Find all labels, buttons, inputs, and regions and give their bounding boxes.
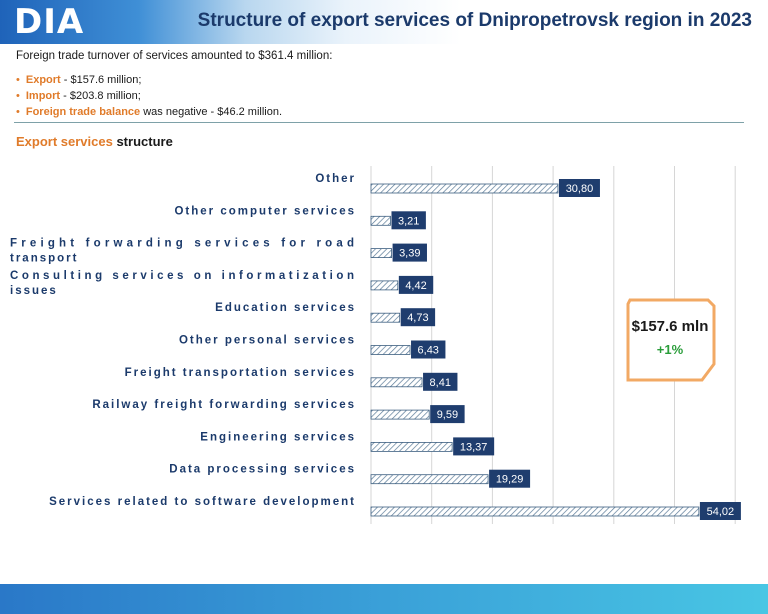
bar: [370, 506, 700, 517]
data-label: 54,02: [707, 506, 735, 518]
data-label-box: [453, 437, 495, 456]
category-label: Engineering services: [200, 431, 356, 443]
data-label: 6,43: [418, 345, 439, 357]
callout-change: +1%: [656, 342, 684, 357]
bullet-label: Import: [25, 90, 61, 102]
category-label: Railway freight forwarding services: [92, 399, 356, 411]
category-label: Data processing services: [169, 464, 356, 476]
category-label: Other personal services: [179, 335, 356, 347]
bullet-text: - $157.6 million;: [60, 74, 142, 86]
logo: DIA: [14, 2, 85, 42]
data-label-box: [392, 243, 427, 262]
chart-category-labels: Other Other computer services Freight forw…: [10, 173, 356, 508]
bullet-icon: •: [16, 74, 20, 86]
data-label: 30,80: [566, 183, 594, 195]
bar: [370, 474, 489, 485]
category-label: Services related to software development: [49, 496, 356, 508]
category-label: Education services: [215, 302, 356, 314]
category-label: Other: [315, 173, 356, 185]
data-label: 3,21: [398, 215, 419, 227]
intro-text: Foreign trade turnover of services amoun…: [16, 50, 333, 62]
bullet-text: was negative - $46.2 million.: [140, 106, 283, 118]
data-label-box: [558, 179, 600, 197]
bullet-icon: •: [16, 106, 20, 118]
page-title: Structure of export services of Dniprope…: [197, 10, 752, 31]
data-label: 13,37: [460, 441, 488, 453]
bullet-label: Export: [25, 74, 61, 86]
data-label-box: [391, 211, 426, 230]
category-label: Freight forwarding services for road tran…: [10, 238, 356, 265]
category-label: Other computer services: [174, 205, 356, 217]
bullet-label: Foreign trade balance: [25, 106, 141, 118]
category-label: Consulting services on informatization is…: [10, 270, 356, 297]
bar: [370, 215, 391, 226]
data-label-box: [423, 372, 458, 391]
data-label-box: [430, 405, 465, 424]
bar-chart: 30,80 3,21 3,39 4,42 4,73 6,43 8,41 9,59 13,37 19…: [10, 166, 741, 524]
header-bar: DIA Structure of export services of Dnip…: [0, 0, 768, 44]
bar: [370, 312, 401, 323]
data-label-box: [489, 469, 531, 488]
category-label: Freight transportation services: [125, 367, 356, 379]
subtitle-rest: structure: [112, 134, 173, 149]
data-label: 8,41: [430, 377, 451, 389]
bar: [370, 248, 392, 258]
list-item: • Export - $157.6 million;: [16, 72, 282, 88]
list-item: • Import - $203.8 million;: [16, 88, 282, 104]
bullet-icon: •: [16, 90, 20, 102]
bullet-text: - $203.8 million;: [60, 90, 141, 102]
data-label: 4,42: [405, 280, 426, 292]
bar: [370, 409, 430, 420]
data-label: 9,59: [437, 409, 458, 421]
bar: [370, 441, 453, 452]
data-label-box: [398, 275, 434, 294]
callout-value: $157.6 mln: [631, 318, 709, 335]
chart-bars: 30,80 3,21 3,39 4,42 4,73 6,43 8,41 9,59 13,37 19…: [370, 179, 741, 520]
divider: [14, 122, 744, 123]
chart-subtitle: Export services structure: [16, 134, 173, 149]
list-item: • Foreign trade balance was negative - $4…: [16, 104, 282, 120]
subtitle-highlight: Export services: [16, 134, 113, 149]
bar: [370, 377, 423, 388]
data-label: 3,39: [399, 248, 420, 260]
data-label: 4,73: [407, 312, 428, 324]
data-label-box: [400, 308, 436, 327]
data-label: 19,29: [496, 474, 524, 486]
footer-bar: [0, 584, 768, 614]
bar: [370, 183, 559, 194]
summary-list: • Export - $157.6 million; • Import - $203…: [16, 72, 282, 120]
bar: [370, 280, 399, 291]
data-label-box: [699, 502, 741, 520]
data-label-box: [411, 340, 446, 359]
bar: [370, 345, 411, 355]
callout-box: [626, 298, 716, 382]
